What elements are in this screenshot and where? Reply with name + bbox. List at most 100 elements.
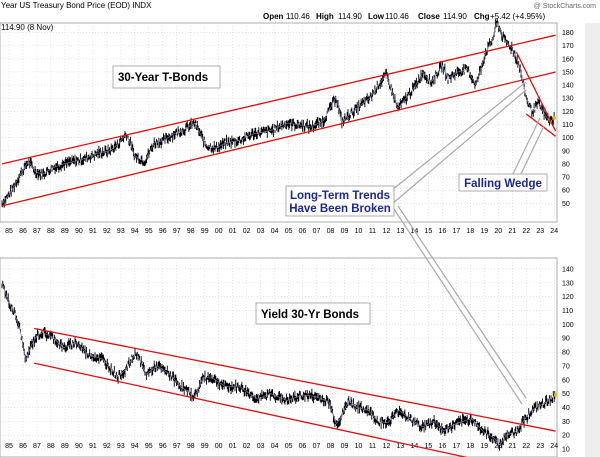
connector-to-wedge-1	[511, 117, 541, 177]
top-wedge-lower-line	[525, 113, 556, 137]
connector-to-bottom-trend-2	[397, 205, 527, 399]
trends-callout-line-2: Have Been Broken	[289, 203, 391, 215]
top-moving-average-line	[1, 21, 555, 204]
chart-title: Year US Treasury Bond Price (EOD) INDX	[1, 1, 152, 10]
top-upper-trendline	[1, 34, 556, 165]
open-value: 110.46	[286, 12, 310, 21]
top-x-tick-label: 16	[438, 228, 446, 235]
bottom-x-tick-label: 04	[271, 443, 279, 450]
bottom-last-price-marker	[553, 393, 558, 397]
bottom-x-tick-label: 98	[187, 443, 195, 450]
bottom-x-tick-label: 24	[550, 443, 558, 450]
top-x-tick-label: 03	[257, 228, 265, 235]
top-x-tick-label: 17	[452, 228, 460, 235]
connector-to-top-trend-1	[391, 81, 527, 191]
low-value: 110.46	[385, 12, 409, 21]
bottom-y-tick-label: 40	[562, 405, 570, 412]
chg-value: +5.42 (+4.95%)	[490, 12, 545, 21]
top-title-box	[112, 65, 221, 89]
bottom-panel-frame	[0, 257, 558, 457]
bottom-x-tick-label: 87	[33, 443, 41, 450]
bottom-y-tick-label: 100	[562, 322, 574, 329]
top-x-tick-label: 89	[61, 228, 69, 235]
top-x-tick-label: 85	[5, 228, 13, 235]
bottom-x-tick-label: 11	[369, 443, 376, 450]
top-y-tick-label: 160	[562, 56, 574, 63]
bottom-x-tick-label: 21	[508, 443, 516, 450]
bottom-x-tick-label: 85	[5, 443, 13, 450]
top-x-tick-label: 04	[271, 228, 279, 235]
last-price-label: 114.90 (8 Nov)	[1, 23, 54, 32]
bottom-x-tick-label: 15	[424, 443, 432, 450]
top-panel-y-axis: 50 60 70 80 90 100 110 120 130 140 150 160 170 180	[562, 30, 574, 208]
bottom-title-box	[255, 302, 371, 325]
top-x-tick-label: 02	[243, 228, 251, 235]
top-x-tick-label: 07	[313, 228, 321, 235]
bottom-x-tick-label: 03	[257, 443, 265, 450]
close-value: 114.90	[443, 12, 467, 21]
top-x-tick-label: 23	[536, 228, 544, 235]
top-x-tick-label: 96	[159, 228, 167, 235]
top-x-tick-label: 98	[187, 228, 195, 235]
top-wedge-upper-line	[515, 51, 557, 132]
top-x-tick-label: 88	[47, 228, 55, 235]
bottom-x-tick-label: 19	[480, 443, 488, 450]
top-x-tick-label: 86	[19, 228, 27, 235]
top-x-tick-label: 18	[466, 228, 474, 235]
bottom-y-tick-label: 120	[562, 294, 574, 301]
bottom-y-tick-label: 20	[562, 433, 570, 440]
bottom-x-tick-label: 92	[103, 443, 111, 450]
bottom-x-tick-label: 91	[89, 443, 97, 450]
top-x-tick-label: 06	[299, 228, 307, 235]
bottom-x-tick-label: 23	[536, 443, 544, 450]
close-label: Close	[418, 12, 440, 21]
top-x-tick-label: 99	[201, 228, 209, 235]
bottom-x-tick-label: 18	[466, 443, 474, 450]
high-label: High	[316, 12, 334, 21]
top-y-tick-label: 90	[562, 148, 570, 155]
bottom-moving-average-line	[1, 282, 556, 446]
top-x-tick-label: 08	[327, 228, 335, 235]
bottom-y-tick-label: 70	[562, 363, 570, 370]
bottom-panel-x-axis: 85 86 87 88 89 90 91 92 93 94 95 96 97 98 99 00 01 02 03 04…	[5, 443, 558, 450]
bottom-y-tick-label: 130	[562, 280, 574, 287]
bottom-x-tick-label: 08	[327, 443, 335, 450]
bottom-y-tick-label: 30	[562, 419, 570, 426]
top-x-tick-label: 97	[173, 228, 181, 235]
top-y-tick-label: 70	[562, 175, 570, 182]
connector-to-top-trend-2	[391, 89, 527, 205]
bottom-x-tick-label: 93	[117, 443, 125, 450]
bottom-x-tick-label: 16	[438, 443, 446, 450]
bottom-x-tick-label: 22	[522, 443, 530, 450]
bottom-x-tick-label: 97	[173, 443, 181, 450]
bottom-x-tick-label: 88	[47, 443, 55, 450]
bottom-panel-series	[1, 280, 558, 457]
bottom-x-tick-label: 09	[341, 443, 349, 450]
bottom-x-tick-label: 99	[201, 443, 209, 450]
top-x-tick-label: 95	[145, 228, 153, 235]
bottom-x-tick-label: 05	[285, 443, 293, 450]
bottom-x-tick-label: 10	[355, 443, 363, 450]
high-value: 114.90	[338, 12, 362, 21]
top-x-tick-label: 13	[397, 228, 405, 235]
top-x-tick-label: 21	[508, 228, 516, 235]
connector-to-wedge-2	[519, 125, 545, 177]
chg-label: Chg	[474, 12, 490, 21]
top-panel-title: 30-Year T-Bonds	[118, 72, 208, 84]
top-panel-series	[1, 18, 557, 208]
top-x-tick-label: 10	[355, 228, 363, 235]
watermark: @ StockCharts.com	[534, 3, 597, 10]
bottom-x-tick-label: 13	[397, 443, 405, 450]
right-edge-strip	[585, 23, 600, 457]
low-label: Low	[368, 12, 385, 21]
bottom-x-tick-label: 12	[383, 443, 391, 450]
bottom-x-tick-label: 95	[145, 443, 153, 450]
top-x-tick-label: 20	[494, 228, 502, 235]
top-x-tick-label: 91	[89, 228, 97, 235]
top-x-tick-label: 01	[229, 228, 237, 235]
top-x-tick-label: 92	[103, 228, 111, 235]
bottom-x-tick-label: 90	[75, 443, 83, 450]
top-y-tick-label: 110	[562, 122, 573, 129]
bottom-y-tick-label: 110	[562, 308, 573, 315]
